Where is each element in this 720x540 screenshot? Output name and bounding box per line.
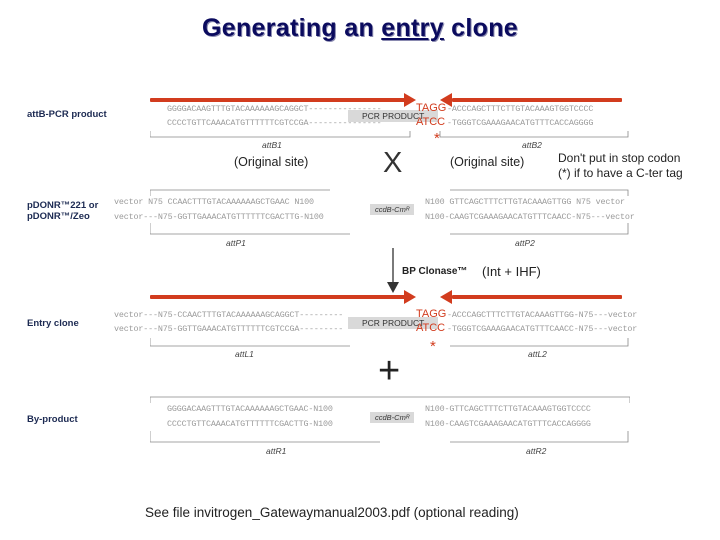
entry-right-red-arrow: [452, 295, 622, 299]
attl1-label: attL1: [235, 349, 254, 359]
attb2-label: attB2: [522, 140, 542, 150]
attr2-label: attR2: [526, 446, 547, 456]
entry-stop-star: *: [430, 338, 436, 355]
attb-right-red-arrowhead: [440, 93, 452, 107]
entry-right-red-arrowhead: [440, 290, 452, 304]
attb-tagg-codon: TAGG: [416, 102, 447, 114]
title-entry-word: entry: [381, 14, 444, 42]
pdonr-label-line2: pDONR™/Zeo: [27, 211, 90, 222]
entry-right-bottom-sequence: -TGGGTCGAAAGAACATGTTTCAACC-N75---vector: [447, 324, 638, 334]
pdonr-ccdb-cassette: ccdB-Cmᴿ: [370, 204, 415, 215]
down-arrow: [387, 248, 399, 293]
bp-clonase-label: BP Clonase™: [402, 266, 468, 277]
byproduct-top-sequence: GGGGACAAGTTTGTACAAAAAAGCTGAAC-N100: [167, 404, 333, 414]
byproduct-right-bottom-sequence: N100-CAAGTCGAAAGAACATGTTTCACCAGGGG: [425, 419, 591, 429]
attb-left-red-arrowhead: [404, 93, 416, 107]
entry-right-top-sequence: -ACCCAGCTTTCTTGTACAAAGTTGG-N75---vector: [447, 310, 638, 320]
byproduct-bottom-sequence: CCCCTGTTCAAACATGTTTTTTCGACTTG-N100: [167, 419, 333, 429]
pdonr-bottom-sequence: vector---N75-GGTTGAAACATGTTTTTTCGACTTG-N…: [114, 212, 324, 222]
attb-top-sequence: GGGGACAAGTTTGTACAAAAAAGCAGGCT-----------…: [167, 104, 382, 114]
left-original-site: (Original site): [234, 155, 309, 169]
byproduct-right-top-sequence: N100-GTTCAGCTTTCTTGTACAAAGTGGTCCCC: [425, 404, 591, 414]
byproduct-bottom-brackets: [150, 431, 629, 443]
attb-pcr-product-box: PCR PRODUCT: [348, 110, 439, 122]
page-title: Generating an entry clone: [0, 14, 720, 43]
plus-sign: +: [378, 350, 401, 392]
title-part2: clone: [443, 14, 518, 42]
right-original-site: (Original site): [450, 155, 525, 169]
byproduct-top-brackets: [150, 396, 630, 403]
attb-right-bottom-sequence: -TGGGTCGAAAGAACATGTTTCACCAGGGG: [447, 118, 594, 128]
attb-stop-star: *: [434, 130, 440, 147]
pdonr-top-brackets: [150, 189, 629, 196]
entry-clone-label: Entry clone: [27, 318, 79, 329]
attb-bottom-sequence: CCCCTGTTCAAACATGTTTTTTCGTCCGA-----------…: [167, 118, 382, 128]
attb-atcc-codon: ATCC: [416, 116, 446, 128]
entry-left-red-arrow: [150, 295, 408, 299]
footer-reference: See file invitrogen_Gatewaymanual2003.pd…: [145, 505, 519, 520]
entry-bottom-sequence: vector---N75-GGTTGAAACATGTTTTTTCGTCCGA--…: [114, 324, 344, 334]
entry-top-sequence: vector---N75-CCAACTTTGTACAAAAAAGCAGGCT--…: [114, 310, 344, 320]
byproduct-label: By-product: [27, 414, 78, 425]
attp1-label: attP1: [226, 238, 246, 248]
byproduct-ccdb-cassette: ccdB-Cmᴿ: [370, 412, 415, 423]
pdonr-label: pDONR™221 or pDONR™/Zeo: [27, 200, 98, 222]
attr1-label: attR1: [266, 446, 287, 456]
pdonr-right-bottom-sequence: N100-CAAGTCGAAAGAACATGTTTCAACC-N75---vec…: [425, 212, 635, 222]
recombination-x: X: [383, 147, 403, 179]
entry-atcc-codon: ATCC: [416, 322, 446, 334]
attb1-label: attB1: [262, 140, 282, 150]
attb-right-top-sequence: -ACCCAGCTTTCTTGTACAAAGTGGTCCCC: [447, 104, 594, 114]
clonase-enzymes: (Int + IHF): [482, 264, 541, 279]
entry-tagg-codon: TAGG: [416, 308, 447, 320]
title-part1: Generating an: [202, 14, 382, 42]
stop-codon-note-line1: Don't put in stop codon: [558, 151, 681, 165]
attl2-label: attL2: [528, 349, 547, 359]
stop-codon-note: Don't put in stop codon (*) if to have a …: [558, 151, 683, 181]
pdonr-bottom-brackets: [150, 223, 629, 235]
stop-codon-note-line2: (*) if to have a C-ter tag: [558, 166, 683, 180]
entry-pcr-product-box: PCR PRODUCT: [348, 317, 439, 329]
attb-pcr-label: attB-PCR product: [27, 109, 107, 120]
entry-site-brackets: [150, 338, 629, 347]
pdonr-right-top-sequence: N100 GTTCAGCTTTCTTGTACAAAGTTGG N75 vecto…: [425, 197, 625, 207]
pdonr-label-line1: pDONR™221 or: [27, 200, 99, 211]
attp2-label: attP2: [515, 238, 535, 248]
attb-site-brackets: [150, 131, 629, 138]
pdonr-top-sequence: vector N75 CCAACTTTGTACAAAAAAGCTGAAC N10…: [114, 197, 314, 207]
attb-left-red-arrow: [150, 98, 408, 102]
attb-right-red-arrow: [452, 98, 622, 102]
entry-left-red-arrowhead: [404, 290, 416, 304]
